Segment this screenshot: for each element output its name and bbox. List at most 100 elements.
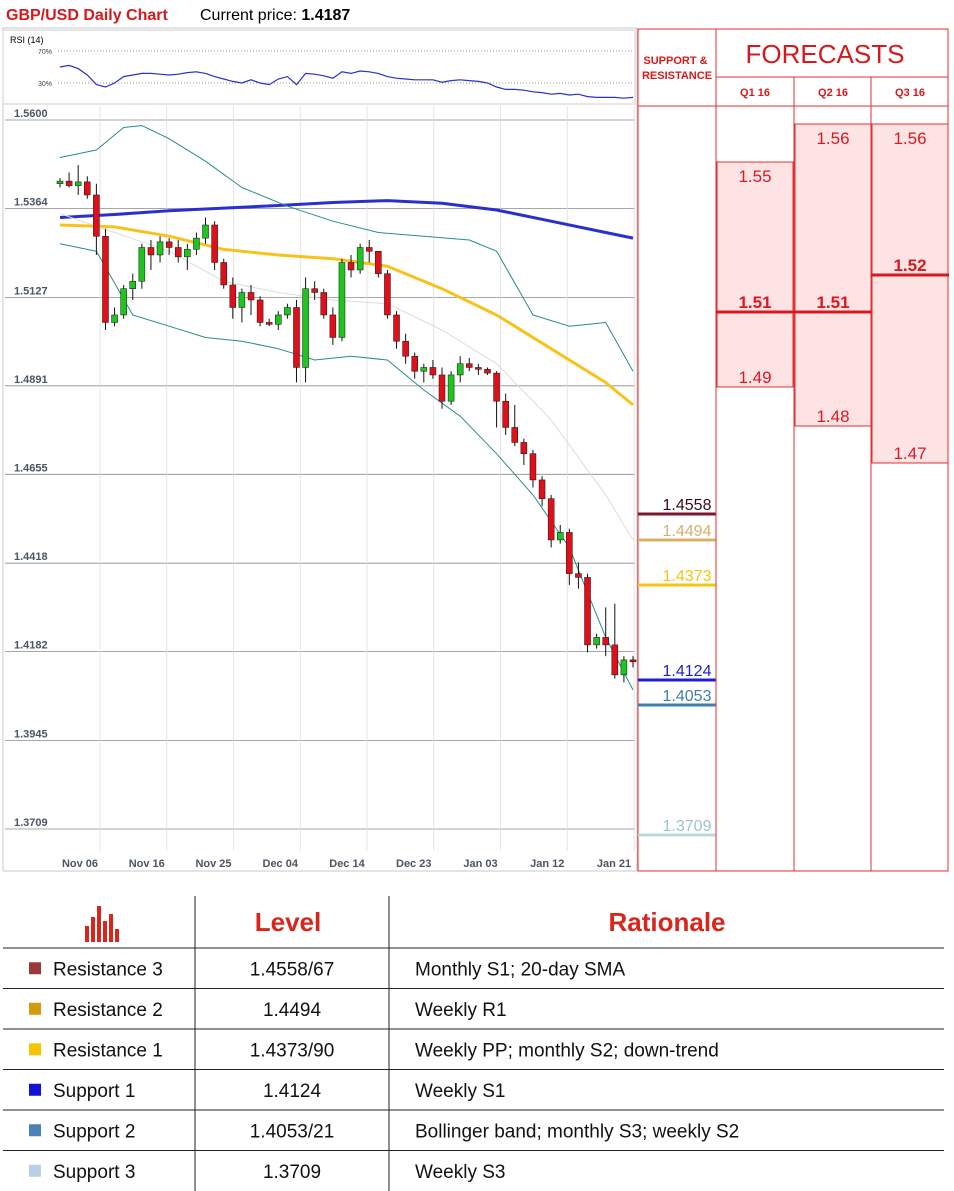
candle-body [211, 224, 218, 263]
candle-body [484, 369, 491, 374]
candle-body [65, 180, 73, 186]
y-tick-label: 1.4891 [14, 374, 48, 386]
y-tick-label: 1.5600 [14, 108, 48, 120]
candle-body [438, 374, 446, 402]
current-price-label: Current price: [200, 7, 301, 24]
candle-body [156, 241, 164, 256]
forecast-range-3 [871, 123, 949, 464]
y-tick-label: 1.4418 [14, 551, 48, 563]
rsi-70-label: 70% [38, 49, 52, 56]
x-tick-label: Jan 21 [597, 858, 631, 870]
candle-body [102, 235, 109, 323]
candle-body [611, 644, 619, 676]
row-level-s2: 1.4053/21 [250, 1121, 335, 1142]
candle-body [475, 367, 482, 370]
row-name-r1: Resistance 1 [53, 1040, 163, 1061]
rsi-panel: RSI (14) 70% 30% [2, 29, 636, 105]
forecast-low-3: 1.47 [893, 444, 926, 463]
level-label-r1: 1.4373 [663, 568, 712, 585]
candle-body [56, 180, 64, 184]
row-swatch-r3 [29, 962, 41, 975]
candle-body [129, 280, 137, 289]
y-tick-label: 1.4182 [14, 640, 48, 652]
candle-body [184, 249, 191, 258]
rsi-30-label: 30% [38, 81, 52, 88]
candle-body [347, 262, 355, 271]
table-header-level: Level [255, 907, 322, 937]
row-swatch-s3 [29, 1164, 41, 1177]
row-name-r2: Resistance 2 [53, 1000, 163, 1021]
rsi-line [59, 64, 634, 99]
candle-body [375, 250, 382, 274]
sr-title: SUPPORT & RESISTANCE [642, 55, 712, 82]
row-swatch-r1 [29, 1043, 41, 1056]
row-level-s3: 1.3709 [263, 1162, 321, 1183]
candle-body [393, 314, 400, 342]
row-level-s1: 1.4124 [263, 1081, 322, 1102]
row-rationale-r2: Weekly R1 [415, 1000, 507, 1021]
row-swatch-s2 [29, 1124, 41, 1137]
table-header-rationale: Rationale [608, 907, 725, 937]
sr-frame [637, 28, 717, 872]
forecast-quarter-3: Q3 16 [895, 87, 925, 99]
candle-body [511, 427, 519, 443]
candle-body [502, 400, 509, 428]
candle-body [74, 181, 82, 186]
current-price-value: 1.4187 [301, 7, 350, 24]
row-name-r3: Resistance 3 [53, 959, 163, 980]
candle-body [420, 367, 428, 372]
candle-body [293, 307, 300, 368]
candle-body [93, 194, 100, 237]
candle-body [566, 532, 573, 574]
row-level-r2: 1.4494 [263, 1000, 322, 1021]
x-axis-labels: Nov 06 Nov 16 Nov 25 Dec 04 Dec 14 Dec 23 Jan … [62, 858, 631, 870]
level-label-s3: 1.3709 [663, 818, 712, 835]
bollinger-line [59, 125, 634, 372]
rsi-label: RSI (14) [10, 35, 44, 45]
row-name-s2: Support 2 [53, 1121, 135, 1142]
candle-body [520, 442, 528, 454]
candle-body [329, 314, 337, 338]
x-tick-label: Dec 04 [263, 858, 299, 870]
level-label-s2: 1.4053 [663, 688, 712, 705]
x-tick-label: Jan 12 [530, 858, 564, 870]
forecast-central-3: 1.52 [893, 256, 926, 275]
candle-body [229, 284, 237, 308]
table-rows: Resistance 3 1.4558/67 Monthly S1; 20-day … [3, 959, 944, 1183]
candle-body [411, 355, 418, 372]
candle-body [165, 241, 173, 248]
levels-table: Level Rationale Resistance 3 1.4558/67 Mon… [3, 896, 944, 1191]
row-rationale-s2: Bollinger band; monthly S3; weekly S2 [415, 1121, 739, 1142]
candle-body [556, 532, 564, 541]
candle-body [429, 367, 437, 376]
candle-body [138, 247, 146, 282]
candle-body [493, 372, 500, 402]
x-tick-label: Dec 14 [329, 858, 365, 870]
forecast-central-2: 1.51 [816, 293, 849, 312]
candle-body [275, 314, 282, 325]
forecast-central-1: 1.51 [738, 293, 771, 312]
forecast-range-2 [794, 123, 872, 427]
level-label-r3: 1.4558 [663, 497, 712, 514]
candle-body [174, 247, 182, 258]
y-tick-label: 1.3709 [14, 817, 48, 829]
row-name-s3: Support 3 [53, 1162, 135, 1183]
y-axis-labels: 1.5600 1.5364 1.5127 1.4891 1.4655 1.4418 1.41… [14, 108, 49, 829]
candle-body [402, 340, 409, 357]
forecast-quarter-2: Q2 16 [818, 87, 848, 99]
candle-body [365, 247, 373, 252]
forecast-quarter-1: Q1 16 [740, 87, 770, 99]
row-name-s1: Support 1 [53, 1081, 135, 1102]
x-tick-label: Nov 16 [129, 858, 165, 870]
sr-levels: 1.4558 1.4494 1.4373 1.4124 1.4053 1.3709 [638, 497, 716, 837]
candle-body [120, 288, 127, 316]
row-swatch-r2 [29, 1002, 41, 1015]
candle-body [602, 637, 609, 646]
chart-frame [2, 27, 638, 872]
candle-body [384, 273, 391, 316]
forecast-high-1: 1.55 [738, 167, 771, 186]
forecast-low-2: 1.48 [816, 407, 849, 426]
candle-body [447, 374, 455, 402]
y-tick-label: 1.5364 [14, 196, 49, 208]
candle-body [593, 637, 600, 646]
